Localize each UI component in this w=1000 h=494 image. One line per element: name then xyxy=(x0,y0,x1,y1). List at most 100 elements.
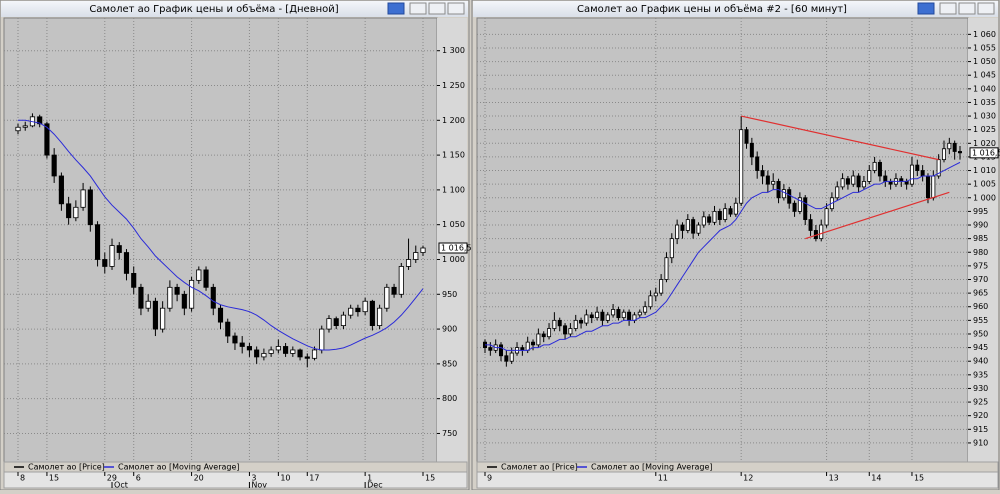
y-axis-area xyxy=(968,18,998,462)
candle-body xyxy=(931,175,936,199)
candle-body xyxy=(413,252,419,260)
candle-body xyxy=(605,314,610,321)
candle-body xyxy=(653,292,658,297)
candle-body xyxy=(755,156,760,171)
candle-body xyxy=(941,148,946,161)
y-tick-label: 1 010 xyxy=(973,166,996,175)
candle-body xyxy=(557,319,562,327)
candle-body xyxy=(391,286,397,295)
plot-area xyxy=(476,17,969,463)
y-tick-label: 1 000 xyxy=(442,255,465,264)
y-tick-label: 925 xyxy=(973,398,988,407)
y-tick-label: 915 xyxy=(973,425,988,434)
x-tick-label: 15 xyxy=(425,474,435,483)
y-tick-label: 1 025 xyxy=(973,125,996,134)
candle-body xyxy=(648,295,653,308)
candle-body xyxy=(15,126,21,132)
candle-body xyxy=(765,175,770,185)
minimize-button[interactable] xyxy=(409,2,427,15)
y-tick-label: 1 040 xyxy=(973,84,996,93)
candle-body xyxy=(66,203,72,219)
candle-body xyxy=(803,197,808,220)
candle-body xyxy=(377,307,383,326)
candle-body xyxy=(80,189,86,208)
close-button[interactable] xyxy=(977,2,995,15)
y-tick-label: 750 xyxy=(442,429,457,438)
y-tick-label: 995 xyxy=(973,207,988,216)
candle-body xyxy=(808,219,813,231)
candle-body xyxy=(536,333,541,346)
candle-body xyxy=(616,309,621,319)
candle-body xyxy=(552,319,557,329)
candle-body xyxy=(915,164,920,171)
candle-body xyxy=(637,311,642,316)
candle-body xyxy=(883,175,888,182)
candle-body xyxy=(707,216,712,223)
candle-body xyxy=(541,333,546,338)
candle-body xyxy=(73,206,79,219)
close-button[interactable] xyxy=(447,2,465,15)
title-bar xyxy=(473,1,998,17)
candle-body xyxy=(739,129,744,204)
candle-body xyxy=(384,286,390,309)
candle-body xyxy=(167,286,173,309)
last-price-label: 1 016,5 xyxy=(441,244,472,253)
candle-body xyxy=(246,346,252,351)
candle-body xyxy=(333,318,339,326)
x-tick-label: 13 xyxy=(829,474,839,483)
y-tick-label: 1 100 xyxy=(442,185,465,194)
y-tick-label: 975 xyxy=(973,261,988,270)
candle-body xyxy=(102,259,108,267)
candle-body xyxy=(290,349,296,354)
window-title: Самолет ао График цены и объёма #2 - [60… xyxy=(577,4,847,15)
y-tick-label: 935 xyxy=(973,370,988,379)
y-tick-label: 990 xyxy=(973,221,988,230)
y-tick-label: 1 050 xyxy=(442,220,465,229)
candle-body xyxy=(744,129,749,144)
candle-body xyxy=(160,307,166,330)
candle-body xyxy=(771,181,776,185)
candle-body xyxy=(712,210,717,223)
candle-body xyxy=(925,175,930,199)
candle-body xyxy=(261,353,267,358)
x-axis-strip xyxy=(476,471,999,489)
y-tick-label: 1 055 xyxy=(973,43,996,52)
candle-body xyxy=(499,344,504,357)
x-tick-label: 6 xyxy=(136,474,141,483)
pin-button[interactable] xyxy=(387,2,405,15)
month-label: Oct xyxy=(114,481,128,490)
candle-body xyxy=(723,208,728,220)
candle-body xyxy=(792,202,797,212)
candle-body xyxy=(909,164,914,185)
candle-body xyxy=(824,208,829,226)
moving-average-line xyxy=(18,119,424,351)
candle-body xyxy=(326,318,332,330)
candle-body xyxy=(547,328,552,338)
candle-body xyxy=(675,224,680,240)
candle-body xyxy=(37,116,43,125)
y-tick-label: 930 xyxy=(973,384,988,393)
candle-body xyxy=(579,319,584,324)
candle-body xyxy=(696,224,701,234)
x-tick-label: 20 xyxy=(194,474,204,483)
y-tick-label: 910 xyxy=(973,438,988,447)
candle-body xyxy=(488,347,493,351)
y-tick-label: 1 005 xyxy=(973,180,996,189)
candle-body xyxy=(531,341,536,346)
legend-label: Самолет ао [Moving Average] xyxy=(591,463,713,472)
candle-body xyxy=(152,300,158,330)
maximize-button[interactable] xyxy=(958,2,976,15)
candle-body xyxy=(420,247,426,253)
candle-body xyxy=(835,186,840,199)
minimize-button[interactable] xyxy=(939,2,957,15)
x-tick-label: 15 xyxy=(914,474,924,483)
y-tick-label: 950 xyxy=(442,290,457,299)
pin-button[interactable] xyxy=(917,2,935,15)
candle-body xyxy=(589,314,594,319)
candle-body xyxy=(845,178,850,185)
y-tick-label: 1 150 xyxy=(442,151,465,160)
y-tick-label: 800 xyxy=(442,394,457,403)
y-tick-label: 940 xyxy=(973,357,988,366)
candle-body xyxy=(621,311,626,319)
maximize-button[interactable] xyxy=(428,2,446,15)
